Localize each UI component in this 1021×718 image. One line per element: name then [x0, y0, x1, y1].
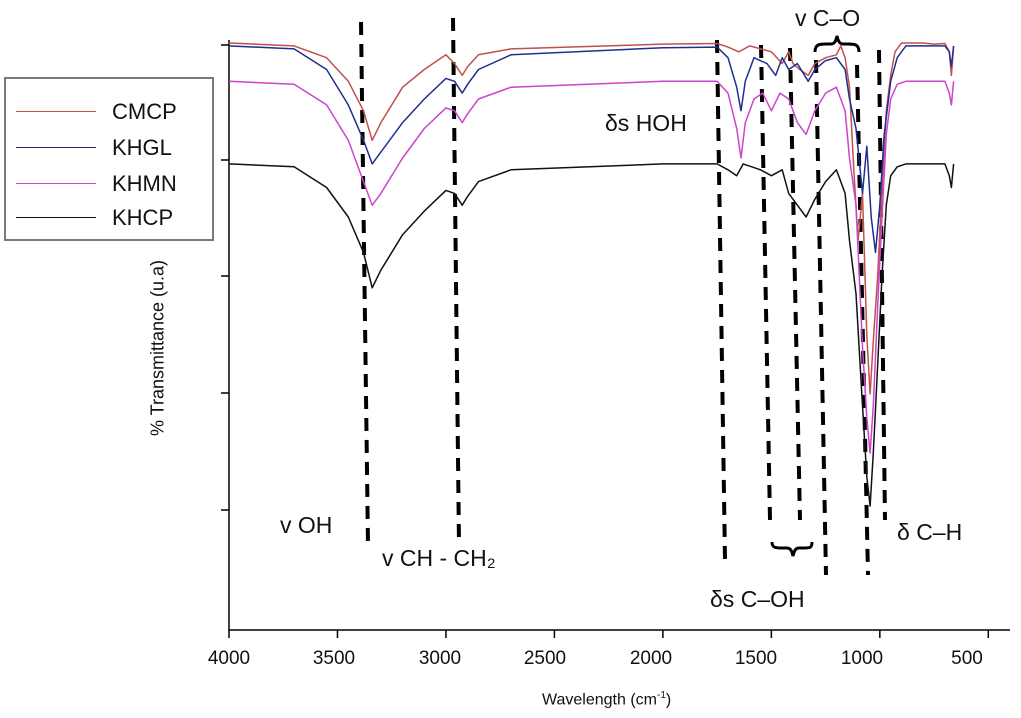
annotation-ds-hoh: δs HOH	[605, 110, 687, 136]
band-marker-line	[759, 44, 772, 521]
legend-label-khmn: KHMN	[112, 171, 177, 196]
series-line-khmn	[228, 80, 955, 454]
series-line-cmcp	[228, 42, 955, 395]
legend-item-khmn: KHMN	[16, 169, 206, 199]
series-line-khcp	[228, 163, 955, 507]
axes	[221, 40, 1010, 638]
band-marker-line	[451, 17, 461, 546]
annotation-ds-coh: δs C–OH	[710, 586, 805, 612]
legend-label-khgl: KHGL	[112, 135, 172, 160]
x-tick-label: 3500	[312, 648, 356, 669]
legend-item-cmcp: CMCP	[16, 97, 206, 127]
band-marker-line	[855, 64, 870, 576]
band-marker-line	[715, 39, 727, 561]
annotation-d-ch: δ C–H	[897, 519, 963, 545]
band-marker-line	[788, 47, 802, 521]
x-tick-label: 3000	[418, 648, 462, 669]
x-tick-label: 4000	[207, 648, 251, 669]
x-axis-label-text: Wavelength (cm	[542, 691, 657, 709]
y-axis-label: % Transmittance (u.a)	[147, 259, 168, 437]
legend-line-khgl	[16, 147, 96, 148]
legend-line-khcp	[16, 217, 96, 218]
legend-line-khmn	[16, 183, 96, 184]
x-tick-label: 500	[951, 648, 983, 669]
annotation-v-oh: v OH	[280, 512, 333, 538]
x-axis-label: Wavelength (cm-1)	[542, 690, 671, 709]
x-tick-label: 1500	[734, 648, 778, 669]
x-axis-label-superscript: -1	[657, 690, 666, 701]
series-group	[228, 42, 955, 507]
legend: CMCP KHGL KHMN KHCP	[4, 77, 214, 241]
band-marker-line	[359, 21, 370, 546]
band-marker-line	[877, 49, 887, 521]
annotation-v-co: v C–O	[795, 5, 861, 31]
legend-label-khcp: KHCP	[112, 205, 174, 230]
legend-item-khgl: KHGL	[16, 133, 206, 163]
x-tick-label: 1000	[840, 648, 884, 669]
annotation-v-ch-ch2: v CH - CH₂	[382, 545, 496, 571]
band-marker-line	[814, 59, 828, 576]
legend-line-cmcp	[16, 111, 96, 112]
legend-item-khcp: KHCP	[16, 203, 206, 233]
series-line-khgl	[228, 45, 955, 254]
brace-v-co	[813, 35, 861, 53]
legend-label-cmcp: CMCP	[112, 99, 177, 124]
brace-ds-coh	[770, 541, 814, 557]
x-tick-label: 2000	[629, 648, 673, 669]
x-axis-label-close: )	[665, 691, 672, 709]
x-tick-label: 2500	[523, 648, 567, 669]
band-marker-lines	[359, 17, 887, 576]
